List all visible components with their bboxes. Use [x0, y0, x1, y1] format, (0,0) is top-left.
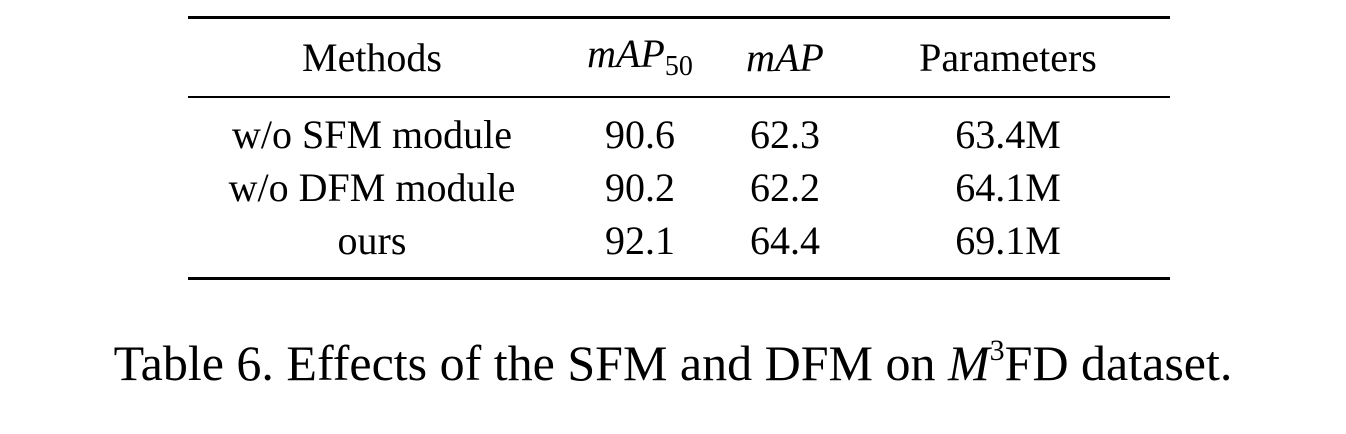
cell-map50: 92.1: [605, 217, 675, 263]
table-row: w/o DFM module 90.2 62.2 64.1M: [188, 161, 1170, 214]
cell-map: 62.2: [750, 164, 820, 210]
cell-map: 64.4: [750, 217, 820, 263]
cell-parameters: 64.1M: [955, 164, 1061, 210]
header-map: mAP: [724, 34, 846, 80]
results-table: Methods mAP50 mAP Parameters w/o SFM mod…: [188, 16, 1170, 280]
caption-prefix: Table 6. Effects of the SFM and DFM on: [113, 335, 948, 391]
table-row: ours 92.1 64.4 69.1M: [188, 214, 1170, 267]
caption-suffix: FD dataset.: [1004, 335, 1233, 391]
header-map50-base: mAP: [587, 31, 665, 76]
table-row: w/o SFM module 90.6 62.3 63.4M: [188, 108, 1170, 161]
cell-method: ours: [337, 217, 407, 263]
header-methods: Methods: [302, 34, 442, 80]
cell-map: 62.3: [750, 111, 820, 157]
header-parameters: Parameters: [919, 34, 1097, 80]
table-mid-rule: [188, 96, 1170, 98]
cell-parameters: 63.4M: [955, 111, 1061, 157]
table-bottom-rule: [188, 277, 1170, 280]
cell-map50: 90.2: [605, 164, 675, 210]
caption-math-base: M: [947, 335, 990, 391]
cell-method: w/o SFM module: [231, 111, 513, 157]
table-caption: Table 6. Effects of the SFM and DFM on M…: [0, 334, 1346, 391]
cell-method: w/o DFM module: [228, 164, 516, 210]
header-map-text: mAP: [746, 34, 824, 80]
table-header-row: Methods mAP50 mAP Parameters: [188, 19, 1170, 96]
caption-math-superscript: 3: [989, 334, 1005, 367]
header-map50: mAP50: [556, 34, 724, 81]
cell-parameters: 69.1M: [955, 217, 1061, 263]
header-map50-subscript: 50: [664, 51, 693, 82]
cell-map50: 90.6: [605, 111, 675, 157]
table-top-rule: [188, 16, 1170, 19]
